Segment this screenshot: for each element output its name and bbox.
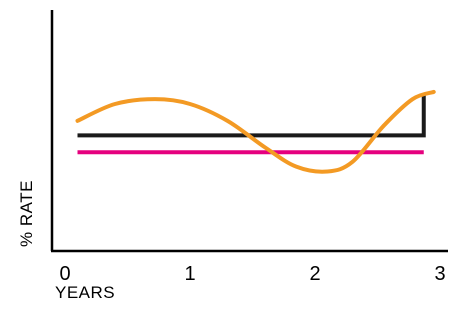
- x-tick-label: 0: [59, 263, 70, 285]
- series-line: [75, 89, 436, 174]
- y-axis-title: % RATE: [17, 180, 36, 247]
- x-tick-label: 1: [184, 263, 195, 285]
- axes: [50, 10, 448, 253]
- x-axis-title: YEARS: [55, 283, 115, 302]
- series-layer: [75, 89, 436, 174]
- x-tick-labels: 0 1 2 3: [59, 263, 445, 285]
- x-tick-label: 3: [434, 263, 445, 285]
- x-tick-label: 2: [309, 263, 320, 285]
- series-line: [77, 94, 426, 138]
